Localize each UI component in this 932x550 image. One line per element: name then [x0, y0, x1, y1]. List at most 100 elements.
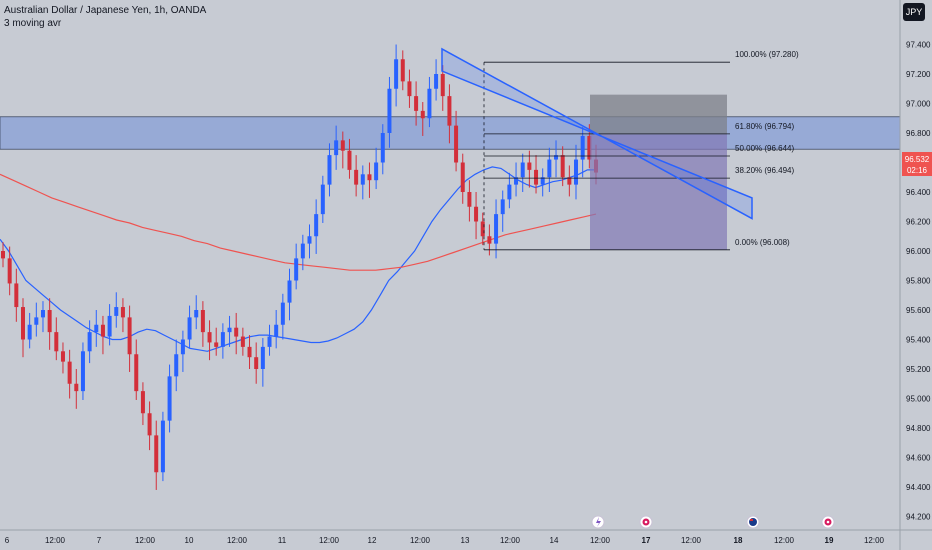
rate-decision-icon[interactable]: [821, 515, 835, 529]
candle: [1, 242, 5, 268]
candle-body: [140, 391, 145, 414]
candle: [500, 190, 505, 232]
symbol-title: Australian Dollar / Japanese Yen, 1h, OA…: [4, 5, 207, 16]
fibonacci-layer[interactable]: 100.00% (97.280) 61.80% (96.794) 50.00% (9…: [483, 50, 799, 251]
bar-countdown: 02:16: [906, 166, 928, 175]
candle-body: [400, 59, 405, 82]
candle-body: [474, 206, 479, 222]
candle-body: [447, 96, 452, 126]
candle: [140, 382, 145, 426]
candle-body: [354, 169, 359, 185]
candle-body: [274, 324, 279, 337]
time-tick-label: 18: [734, 536, 743, 545]
time-tick-label: 12:00: [135, 536, 156, 545]
candle: [487, 224, 492, 256]
time-tick-label: 12:00: [774, 536, 795, 545]
candle-body: [540, 177, 545, 185]
price-tick-label: 96.800: [906, 129, 931, 138]
candle-body: [287, 280, 292, 303]
candle: [120, 298, 125, 333]
candle-body: [234, 327, 239, 337]
candle-body: [554, 155, 559, 160]
candle-body: [527, 162, 532, 170]
candles-layer: [1, 44, 598, 490]
candle: [267, 324, 272, 356]
time-tick-label: 12:00: [45, 536, 66, 545]
candle: [254, 342, 259, 384]
fib-level-label: 0.00% (96.008): [735, 238, 790, 247]
time-tick-label: 12:00: [681, 536, 702, 545]
short-position-layer[interactable]: [590, 94, 727, 250]
candle-body: [414, 96, 419, 111]
candle: [187, 305, 192, 349]
short-position-stop-zone[interactable]: [590, 94, 727, 135]
candle-body: [67, 361, 72, 384]
candle: [574, 144, 579, 200]
candle-body: [220, 332, 225, 347]
candle: [160, 411, 165, 482]
candle-body: [467, 192, 472, 207]
candle-body: [560, 155, 565, 178]
price-tick-label: 95.800: [906, 277, 931, 286]
candle-body: [20, 307, 25, 340]
candle: [7, 246, 12, 296]
lightning-icon[interactable]: [591, 515, 605, 529]
candle: [194, 295, 199, 330]
candle-body: [87, 332, 92, 352]
moving-average-fast: [0, 166, 596, 352]
candle-body: [107, 315, 112, 337]
candle: [34, 302, 39, 337]
candle: [327, 143, 332, 197]
candle: [440, 65, 445, 111]
candle-body: [280, 302, 285, 325]
candle-body: [434, 74, 439, 89]
candle: [294, 243, 299, 290]
candle-body: [420, 110, 425, 119]
candle-body: [1, 251, 5, 259]
candle-body: [587, 135, 592, 160]
candle: [87, 320, 92, 364]
flag-icon[interactable]: [746, 515, 760, 529]
candle-body: [80, 351, 85, 392]
price-tick-label: 95.000: [906, 395, 931, 404]
candle: [447, 84, 452, 144]
indicator-label[interactable]: 3 moving avr: [4, 18, 62, 29]
rate-decision-icon[interactable]: [639, 515, 653, 529]
candle: [374, 147, 379, 190]
candle: [274, 310, 279, 349]
candle: [347, 138, 352, 179]
candle: [334, 125, 339, 170]
price-tick-label: 94.600: [906, 454, 931, 463]
candle-body: [347, 150, 352, 170]
candle-body: [427, 88, 432, 119]
candle-body: [134, 354, 139, 392]
time-tick-label: 12:00: [500, 536, 521, 545]
candle: [127, 305, 132, 372]
candle: [54, 317, 59, 361]
candle: [227, 315, 232, 347]
candle-body: [207, 332, 212, 343]
candle-body: [374, 162, 379, 181]
candle: [287, 268, 292, 321]
time-tick-label: 10: [185, 536, 194, 545]
descending-channel[interactable]: [441, 47, 753, 220]
candle-body: [227, 327, 232, 333]
candle-body: [487, 236, 492, 244]
descending-channel-layer[interactable]: [441, 47, 753, 220]
time-tick-label: 19: [825, 536, 834, 545]
price-tick-label: 96.200: [906, 218, 931, 227]
candle: [114, 292, 119, 328]
candle: [214, 327, 219, 356]
candle-body: [394, 59, 399, 89]
candle: [94, 310, 99, 347]
candle-body: [480, 221, 485, 237]
candle: [247, 335, 252, 369]
candle-body: [307, 236, 312, 244]
events-layer[interactable]: [591, 515, 835, 529]
candle: [14, 268, 19, 322]
candle: [134, 339, 139, 400]
candle: [300, 234, 305, 271]
currency-button[interactable]: JPY: [903, 3, 925, 21]
